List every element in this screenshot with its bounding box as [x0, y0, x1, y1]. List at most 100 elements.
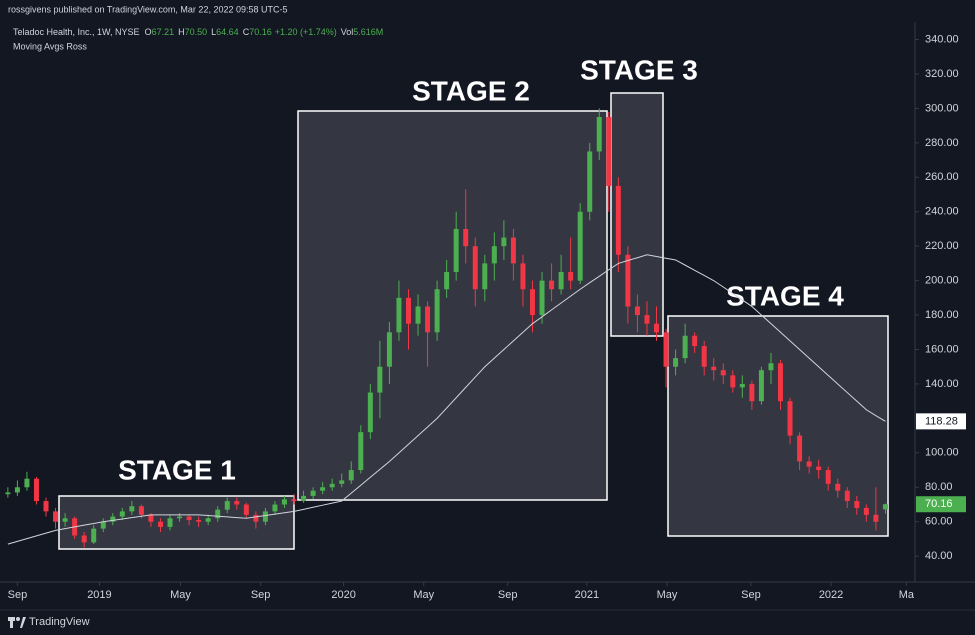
candle-body [758, 370, 764, 402]
candle-body [396, 297, 402, 333]
candle-body [234, 501, 240, 505]
y-tick-label: 200.00 [925, 275, 959, 287]
x-tick-label: 2020 [331, 589, 355, 601]
x-tick-label: Ma [899, 589, 915, 601]
x-tick-label: 2019 [87, 589, 111, 601]
stage-box [297, 110, 608, 501]
candle-body [596, 117, 602, 152]
candle-body [863, 507, 869, 515]
ma-last-box [916, 413, 966, 430]
y-tick-label: 240.00 [925, 206, 959, 218]
symbol-legend: Teladoc Health, Inc., 1W, NYSE O67.21 H70.… [13, 27, 383, 37]
candle-body [434, 289, 440, 333]
y-tick-label: 140.00 [925, 378, 959, 390]
candle-body [453, 228, 459, 273]
tv-logo [8, 617, 26, 628]
y-tick-label: 220.00 [925, 240, 959, 252]
quote-value: 67.21 [152, 27, 175, 37]
candle-body [329, 483, 335, 488]
quote-key: L [211, 27, 216, 37]
publisher: rossgivens published on TradingView.com,… [8, 4, 288, 14]
candle-body [529, 289, 535, 316]
y-tick-label: 60.00 [925, 516, 953, 528]
x-tick-label: May [170, 589, 191, 601]
candle-body [778, 363, 784, 402]
quote-key: O [145, 27, 152, 37]
candle-body [405, 297, 411, 324]
candle-body [606, 117, 612, 186]
indicator-name: Moving Avgs Ross [13, 41, 87, 51]
candle-body [281, 499, 287, 505]
candle-body [24, 478, 30, 488]
change: +1.20 (+1.74%) [275, 27, 337, 37]
candle-body [148, 514, 154, 522]
candle-body [844, 490, 850, 502]
candle-body [711, 366, 717, 371]
candle-body [386, 332, 392, 367]
y-tick-label: 180.00 [925, 309, 959, 321]
candle-body [100, 521, 106, 529]
candle-body [243, 504, 249, 515]
x-tick-label: 2021 [575, 589, 599, 601]
candle-body [739, 383, 745, 388]
candle-body [491, 246, 497, 264]
candle-body [472, 246, 478, 290]
candle-body [463, 228, 469, 247]
x-tick-label: Sep [251, 589, 271, 601]
volume-label: Vol [341, 27, 354, 37]
candle-body [501, 237, 507, 247]
stage-label: STAGE 3 [580, 54, 698, 85]
candle-body [854, 501, 860, 508]
moving-average [7, 254, 886, 545]
candle-body [692, 335, 698, 347]
y-tick-label: 260.00 [925, 171, 959, 183]
close-last-label: 70.16 [925, 498, 953, 510]
y-tick-label: 280.00 [925, 137, 959, 149]
y-tick-label: 340.00 [925, 33, 959, 45]
y-tick-label: 100.00 [925, 447, 959, 459]
stage-label: STAGE 2 [412, 75, 530, 106]
candle-body [253, 514, 259, 522]
candle-body [367, 392, 373, 433]
candle-body [673, 358, 679, 367]
candle-body [634, 306, 640, 316]
candle-body [539, 280, 545, 316]
x-tick-label: Sep [8, 589, 28, 601]
candle-body [520, 263, 526, 290]
candle-body [444, 272, 450, 290]
stage-label: STAGE 4 [726, 280, 844, 311]
y-tick-label: 320.00 [925, 68, 959, 80]
candle-body [816, 466, 822, 471]
candle-body [577, 211, 583, 281]
candle-body [835, 483, 841, 491]
brand: TradingView [29, 616, 90, 628]
quote-key: H [178, 27, 185, 37]
candle-body [701, 346, 707, 367]
candle-body [301, 495, 307, 502]
candle-body [33, 478, 39, 502]
candle-body [272, 504, 278, 512]
quote-value: 70.16 [249, 27, 272, 37]
candle-body [157, 521, 163, 527]
candle-body [339, 480, 345, 484]
y-tick-label: 160.00 [925, 343, 959, 355]
candle-body [682, 335, 688, 359]
candle-body [81, 535, 87, 543]
candle-body [415, 306, 421, 324]
candle-body [510, 237, 516, 264]
x-tick-label: Sep [741, 589, 761, 601]
ma-last-label: 118.28 [925, 415, 958, 427]
volume: 5.616M [353, 27, 383, 37]
close-last-box [916, 496, 966, 513]
candle-body [348, 470, 354, 481]
candle-body [215, 509, 221, 519]
candle-body [91, 528, 97, 543]
candle-body [14, 487, 20, 493]
candle-body [882, 504, 888, 510]
candle-body [119, 511, 125, 517]
candle-body [224, 501, 230, 510]
candle-body [377, 366, 383, 393]
